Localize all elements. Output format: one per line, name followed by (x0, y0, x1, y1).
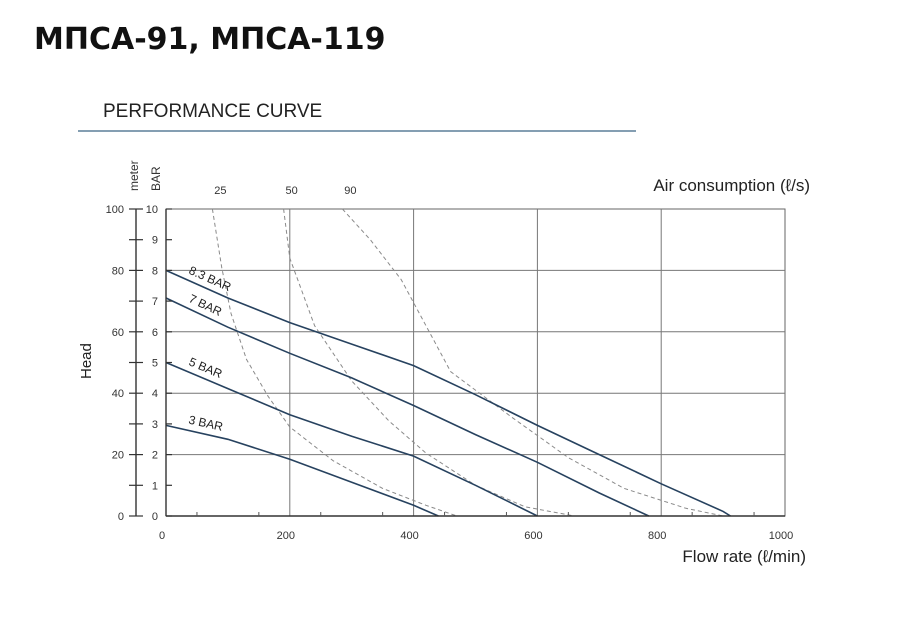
air-curve-label: 90 (344, 185, 356, 197)
bar-tick-label: 7 (152, 296, 158, 308)
bar-tick-label: 10 (146, 204, 158, 216)
x-tick-label: 800 (648, 530, 666, 542)
bar-tick-label: 1 (152, 480, 158, 492)
air-consumption-label: Air consumption (ℓ/s) (653, 176, 810, 195)
bar-tick-label: 8 (152, 265, 158, 277)
pressure-curve-7-BAR (165, 297, 650, 517)
bar-tick-label: 5 (152, 358, 158, 370)
chart-title: PERFORMANCE CURVE (103, 101, 322, 122)
meter-tick-label: 100 (106, 204, 124, 216)
x-tick-label: 0 (159, 530, 165, 542)
air-curve-50 (283, 208, 575, 517)
meter-tick-label: 60 (112, 327, 124, 339)
bar-tick-label: 0 (152, 511, 158, 523)
meter-tick-label: 0 (118, 511, 124, 523)
chart-grid (165, 208, 786, 517)
air-curve-label: 50 (285, 185, 297, 197)
bar-tick-label: 3 (152, 419, 158, 431)
meter-tick-label: 20 (112, 450, 124, 462)
air-consumption-curves: 25 50 90 (211, 185, 724, 517)
x-tick-label: 600 (524, 530, 542, 542)
air-curve-label: 25 (214, 185, 226, 197)
meter-tick-label: 80 (112, 265, 124, 277)
bar-tick-label: 9 (152, 235, 158, 247)
bar-tick-label: 6 (152, 327, 158, 339)
plot-frame (165, 208, 786, 517)
x-tick-label: 1000 (769, 530, 793, 542)
air-curve-90 (342, 208, 724, 517)
x-tick-label: 400 (400, 530, 418, 542)
bar-tick-label: 4 (152, 388, 158, 400)
x-axis-label: Flow rate (ℓ/min) (682, 547, 806, 566)
meter-tick-label: 40 (112, 388, 124, 400)
x-tick-label: 200 (277, 530, 295, 542)
pressure-curve-label: 5 BAR (187, 355, 225, 382)
pressure-curve-3-BAR (165, 424, 439, 517)
air-curve-25 (211, 208, 458, 517)
document-title: МПСА-91, МПСА-119 (34, 22, 386, 57)
pressure-curve-5-BAR (165, 361, 538, 517)
y-unit-meter: meter (127, 160, 141, 191)
bar-tick-label: 2 (152, 450, 158, 462)
pressure-curve-8-3-BAR (165, 269, 731, 517)
y-axis-label: Head (78, 343, 95, 379)
y-unit-bar: BAR (149, 166, 163, 191)
pressure-curve-label: 7 BAR (187, 291, 225, 319)
